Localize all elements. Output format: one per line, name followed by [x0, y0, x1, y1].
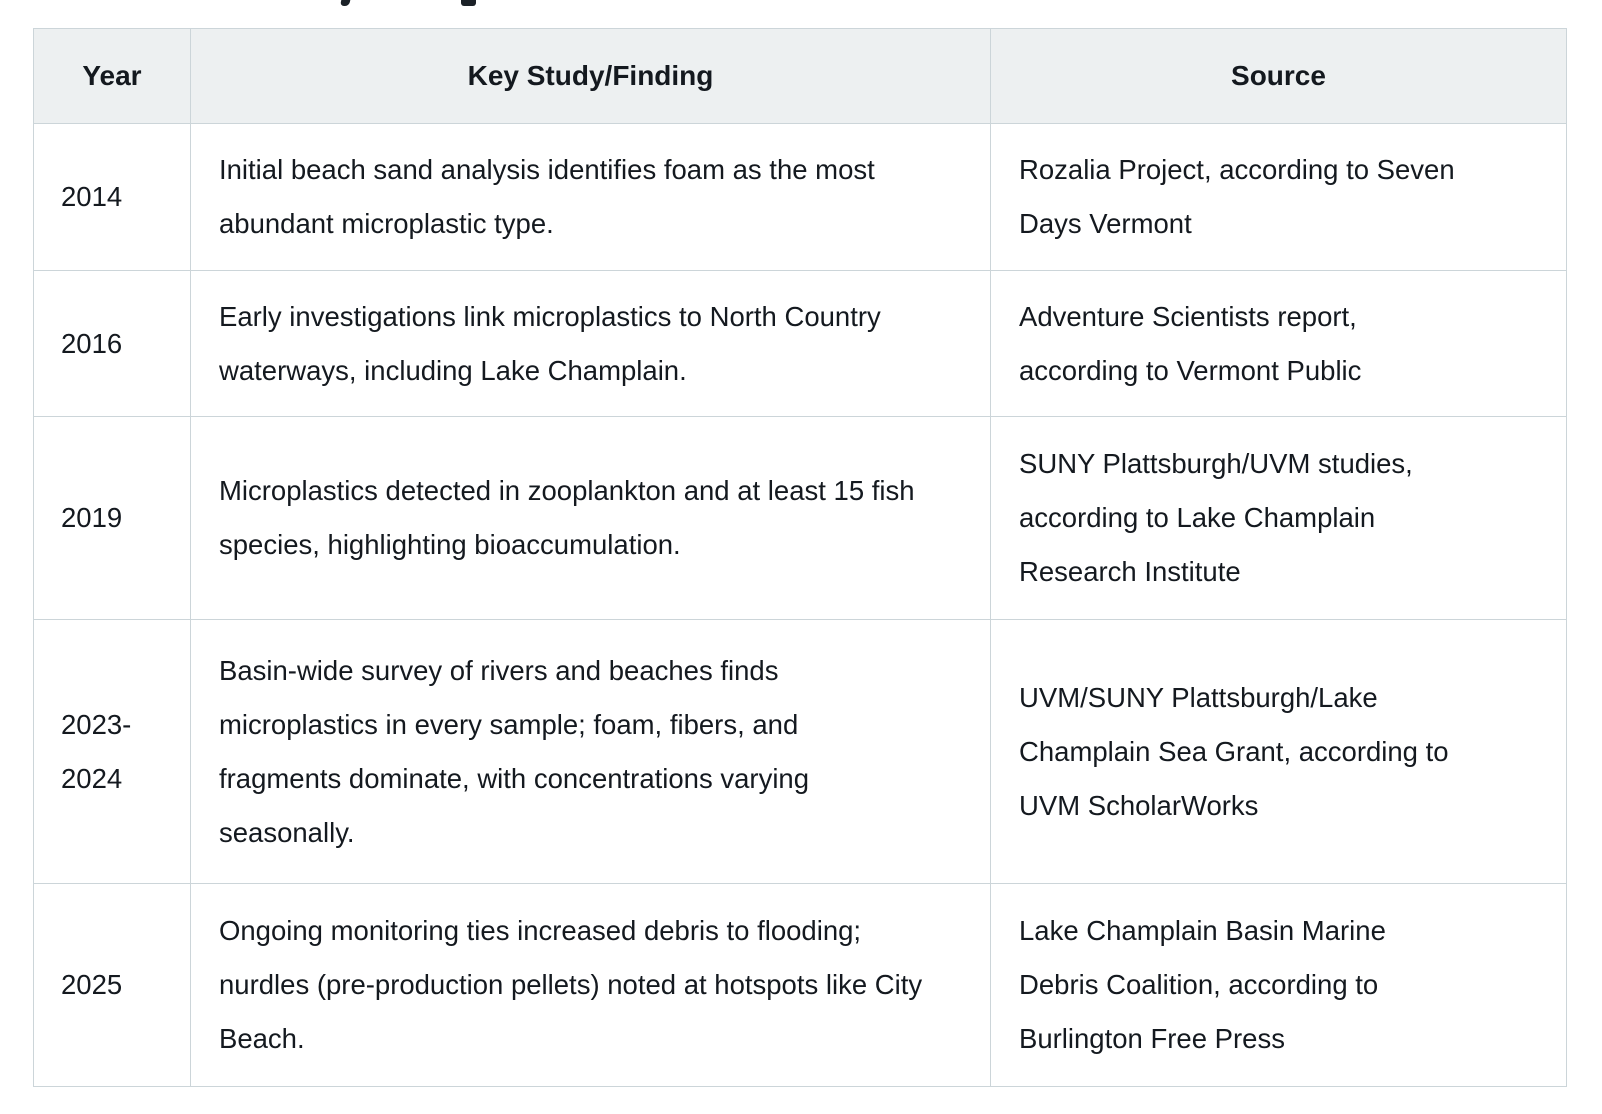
source-cell: SUNY Plattsburgh/UVM studies, according …: [990, 416, 1567, 620]
column-header-key-study-finding: Key Study/Finding: [190, 28, 991, 124]
header-row: Year Key Study/Finding Source: [33, 28, 1567, 124]
finding-cell: Early investigations link microplastics …: [190, 270, 991, 417]
finding-cell: Basin-wide survey of rivers and beaches …: [190, 619, 991, 884]
finding-cell: Microplastics detected in zooplankton an…: [190, 416, 991, 620]
table-row: 2016 Early investigations link microplas…: [33, 270, 1567, 417]
table-body: 2014 Initial beach sand analysis identif…: [33, 123, 1567, 1087]
year-cell: 2014: [33, 123, 191, 271]
finding-cell: Initial beach sand analysis identifies f…: [190, 123, 991, 271]
year-cell: 2025: [33, 883, 191, 1087]
cropped-heading-descender-icon: [461, 0, 476, 6]
source-cell: Lake Champlain Basin Marine Debris Coali…: [990, 883, 1567, 1087]
year-cell: 2023-2024: [33, 619, 191, 884]
table-row: 2019 Microplastics detected in zooplankt…: [33, 416, 1567, 620]
cropped-heading-descender-icon: [340, 0, 351, 6]
year-cell: 2016: [33, 270, 191, 417]
finding-cell: Ongoing monitoring ties increased debris…: [190, 883, 991, 1087]
source-cell: Adventure Scientists report, according t…: [990, 270, 1567, 417]
column-header-year: Year: [33, 28, 191, 124]
source-cell: UVM/SUNY Plattsburgh/Lake Champlain Sea …: [990, 619, 1567, 884]
year-cell: 2019: [33, 416, 191, 620]
table-header: Year Key Study/Finding Source: [33, 28, 1567, 124]
column-header-source: Source: [990, 28, 1567, 124]
key-studies-table: Year Key Study/Finding Source 2014 Initi…: [33, 28, 1567, 1087]
table-row: 2025 Ongoing monitoring ties increased d…: [33, 883, 1567, 1087]
table-row: 2014 Initial beach sand analysis identif…: [33, 123, 1567, 271]
table-row: 2023-2024 Basin-wide survey of rivers an…: [33, 619, 1567, 884]
source-cell: Rozalia Project, according to Seven Days…: [990, 123, 1567, 271]
